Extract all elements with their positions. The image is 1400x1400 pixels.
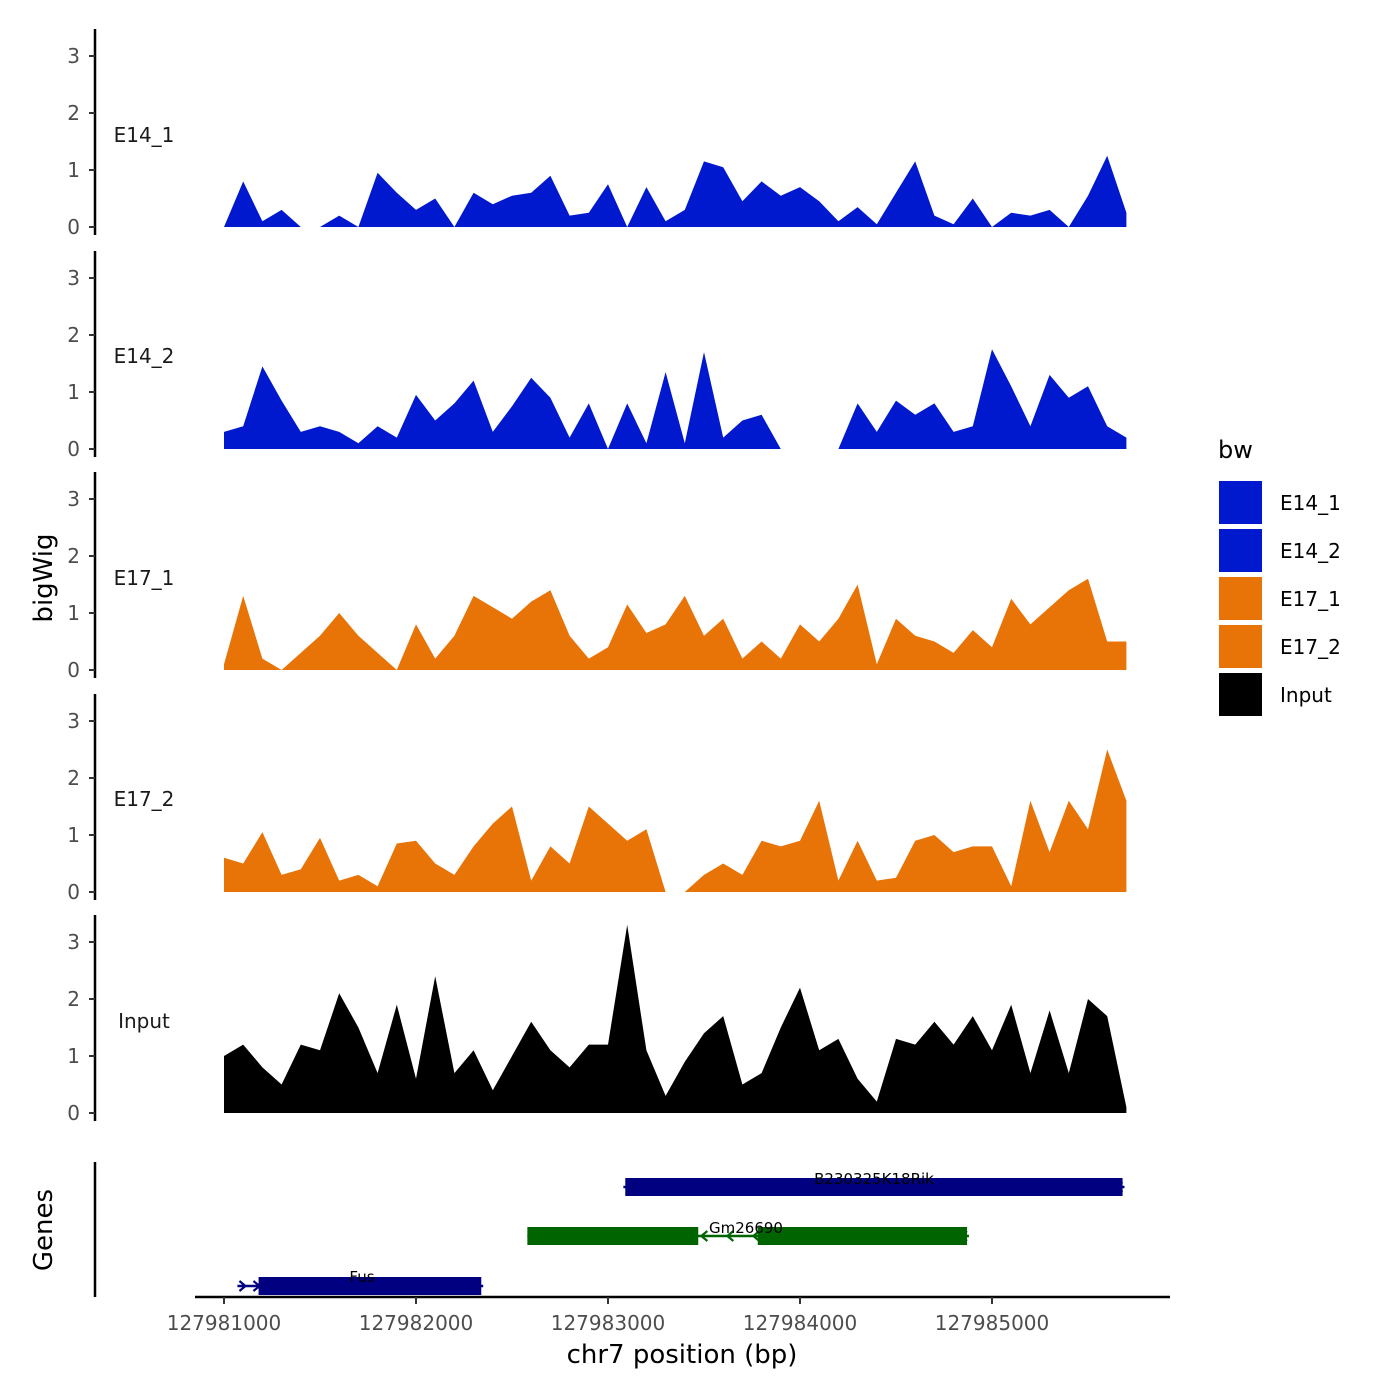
legend-label-e14-2: E14_2 [1280,539,1341,563]
legend-key-input [1217,671,1264,718]
track-e14-2: 0 1 2 3 [67,251,1127,461]
legend-label-input: Input [1280,683,1332,707]
y-tick-label-e14-2-3: 3 [67,266,80,290]
y-tick-label-e14-2-0: 0 [67,437,80,461]
y-tick-label-e14-1-1: 1 [67,158,80,182]
y-tick-label-e17-1-2: 2 [67,544,80,568]
x-axis-ticks [223,1297,993,1304]
legend-key-e14-1 [1217,479,1264,526]
gene-strand-arrow-gm26690-4 [751,1230,761,1242]
y-tick-label-e14-1-2: 2 [67,101,80,125]
gene-strand-arrow-gm26690-1 [959,1230,968,1242]
legend-label-e17-1: E17_1 [1280,587,1341,611]
coverage-area-e17-2 [224,749,1127,892]
coverage-area-e14-2 [224,349,1127,449]
x-axis: 127981000 127982000 127983000 127984000 … [167,1295,1170,1370]
y-tick-label-input-1: 1 [67,1044,80,1068]
legend-label-e17-2: E17_2 [1280,635,1341,659]
y-tick-label-e17-1-0: 0 [67,658,80,682]
track-label-e14-2: E14_2 [114,344,175,368]
gene-label-gm26690: Gm26690 [709,1219,783,1237]
gene-strand-arrow-b230325k18rik-1 [1114,1181,1124,1193]
legend-key-e14-2 [1217,527,1264,574]
gene-strand-arrow-fus-2 [252,1280,262,1292]
y-tick-label-input-0: 0 [67,1101,80,1125]
legend-label-e14-1: E14_1 [1280,491,1341,515]
gene-strand-arrow-fus-0 [238,1280,248,1292]
gene-annotation-panel: Genes B230325K18Rik Gm26690 Fus [29,1162,1125,1297]
coverage-tracks: 0 1 2 3 0 1 2 3 0 1 2 3 0 1 2 3 0 1 2 3 [67,29,1127,1125]
gene-features [237,1178,1125,1295]
gene-exon-gm26690-1 [757,1227,968,1245]
y-tick-label-e17-2-0: 0 [67,880,80,904]
x-tick-label-0: 127981000 [167,1311,282,1335]
gene-fus [237,1277,484,1295]
legend-key-e17-1 [1217,575,1264,622]
legend-key-e17-2 [1217,623,1264,670]
coverage-area-input [224,924,1127,1113]
track-input: 0 1 2 3 [67,915,1127,1125]
y-tick-label-input-2: 2 [67,987,80,1011]
y-tick-label-e17-2-1: 1 [67,823,80,847]
track-label-e17-1: E17_1 [114,566,175,590]
gene-label-fus: Fus [349,1268,374,1286]
y-tick-label-e14-2-1: 1 [67,380,80,404]
gene-strand-arrow-gm26690-3 [725,1230,735,1242]
x-tick-label-3: 127984000 [743,1311,858,1335]
gene-label-b230325k18rik: B230325K18Rik [814,1170,934,1188]
y-tick-label-e14-1-0: 0 [67,215,80,239]
y-tick-label-input-3: 3 [67,930,80,954]
track-e17-1: 0 1 2 3 [67,472,1127,682]
x-axis-title: chr7 position (bp) [567,1340,798,1370]
gene-panel-title: Genes [29,1189,59,1271]
gene-strand-arrow-gm26690-0 [529,1230,539,1242]
legend-title: bw [1218,436,1253,464]
gene-strand-arrow-b230325k18rik-0 [625,1181,635,1193]
track-e14-1: 0 1 2 3 [67,29,1127,239]
x-tick-label-1: 127982000 [359,1311,474,1335]
gene-exon-fus-0 [258,1277,482,1295]
track-label-input: Input [118,1009,170,1033]
y-tick-label-e17-2-2: 2 [67,766,80,790]
track-e17-2: 0 1 2 3 [67,694,1127,904]
legend: bw E14_1 E14_2 E17_1 E17_2 Input [1217,436,1341,718]
gene-exon-gm26690-0 [527,1227,699,1245]
x-tick-label-4: 127985000 [935,1311,1050,1335]
x-tick-label-2: 127983000 [551,1311,666,1335]
y-tick-label-e17-1-1: 1 [67,601,80,625]
track-label-e14-1: E14_1 [114,123,175,147]
gene-strand-arrow-gm26690-2 [699,1230,709,1242]
gene-exon-b230325k18rik-0 [625,1178,1123,1196]
y-axis-title: bigWig [29,533,59,622]
y-tick-label-e17-2-3: 3 [67,709,80,733]
gene-gm26690 [527,1227,969,1245]
gene-strand-arrow-fus-1 [472,1280,481,1292]
y-tick-label-e14-1-3: 3 [67,44,80,68]
y-tick-label-e14-2-2: 2 [67,323,80,347]
coverage-area-e14-1 [224,155,1127,227]
coverage-area-e17-1 [224,578,1127,670]
y-tick-label-e17-1-3: 3 [67,487,80,511]
gene-b230325k18rik [623,1178,1125,1196]
track-label-e17-2: E17_2 [114,787,175,811]
